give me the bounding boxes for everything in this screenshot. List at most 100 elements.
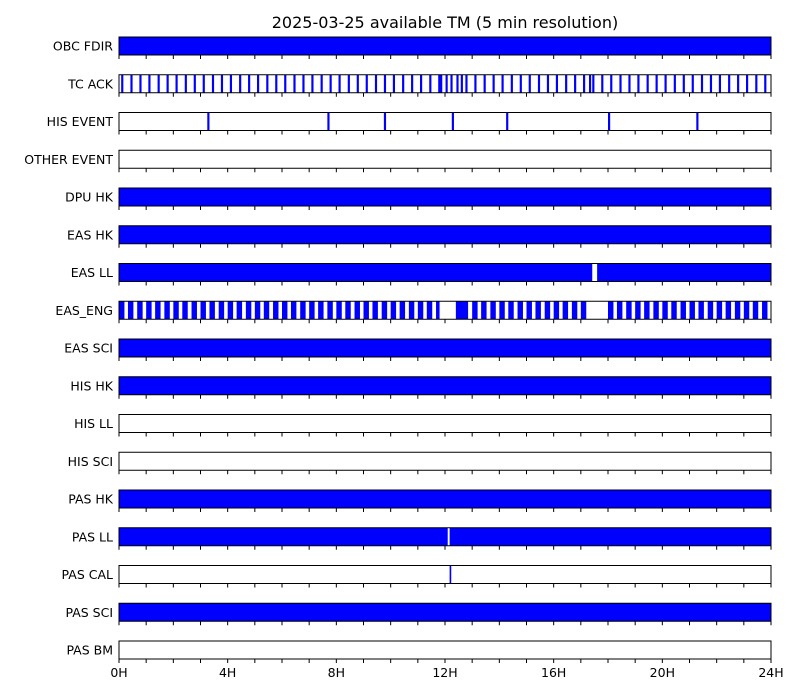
availability-segment	[580, 301, 587, 320]
row-label: DPU HK	[65, 190, 114, 205]
availability-segment	[465, 74, 468, 93]
row-background	[119, 414, 771, 433]
availability-segment	[130, 74, 133, 93]
availability-segment	[519, 74, 522, 93]
availability-segment	[696, 112, 699, 131]
row-pas-hk: PAS HK	[68, 489, 772, 512]
availability-segment	[254, 301, 261, 320]
row-label: PAS CAL	[62, 567, 113, 582]
availability-segment	[562, 301, 569, 320]
availability-segment	[218, 301, 225, 320]
row-other-event: OTHER EVENT	[24, 149, 772, 173]
availability-segment	[399, 301, 406, 320]
availability-segment	[290, 301, 297, 320]
availability-segment	[119, 225, 771, 244]
availability-segment	[209, 301, 215, 320]
availability-segment	[356, 74, 359, 93]
availability-segment	[583, 74, 586, 93]
row-label: HIS LL	[74, 416, 113, 431]
availability-segment	[610, 74, 613, 93]
availability-segment	[574, 74, 577, 93]
row-obc-fdir: OBC FDIR	[53, 36, 772, 59]
row-eas-hk: EAS HK	[67, 225, 772, 248]
availability-segment	[601, 74, 604, 93]
availability-segment	[383, 112, 387, 131]
availability-segment	[173, 301, 179, 320]
availability-segment	[354, 301, 360, 320]
availability-segment	[119, 376, 771, 395]
availability-segment	[311, 74, 314, 93]
availability-segment	[752, 301, 759, 320]
availability-segment	[546, 74, 550, 93]
x-tick-label: 24H	[758, 665, 783, 680]
availability-segment	[526, 301, 532, 320]
availability-segment	[420, 74, 423, 93]
availability-segment	[157, 74, 160, 93]
availability-segment	[119, 188, 771, 206]
availability-segment	[689, 301, 695, 320]
availability-segment	[499, 301, 505, 320]
availability-segment	[374, 74, 378, 93]
row-his-sci: HIS SCI	[68, 451, 772, 475]
availability-segment	[436, 301, 440, 320]
availability-segment	[451, 112, 454, 131]
availability-segment	[338, 74, 341, 93]
availability-segment	[664, 74, 667, 93]
availability-segment	[318, 301, 324, 320]
row-background	[119, 565, 771, 584]
availability-segment	[229, 74, 233, 93]
availability-segment	[191, 301, 197, 320]
row-eas-ll: EAS LL	[71, 263, 772, 286]
availability-segment	[755, 74, 758, 93]
availability-segment	[680, 301, 686, 320]
availability-segment	[417, 301, 424, 320]
availability-segment	[119, 339, 771, 357]
availability-segment	[257, 74, 260, 93]
row-background	[119, 452, 771, 471]
availability-segment	[709, 74, 713, 93]
row-his-ll: HIS LL	[74, 414, 772, 437]
availability-segment	[762, 301, 768, 320]
availability-segment	[426, 301, 433, 320]
availability-segment	[517, 301, 523, 320]
row-label: TC ACK	[67, 76, 114, 91]
row-label: OTHER EVENT	[24, 152, 113, 167]
availability-segment	[155, 301, 161, 320]
availability-segment	[182, 301, 188, 320]
availability-segment	[139, 74, 142, 93]
row-background	[119, 112, 771, 131]
availability-segment	[619, 74, 622, 93]
x-tick-label: 12H	[432, 665, 457, 680]
availability-segment	[327, 301, 333, 320]
row-background	[119, 150, 771, 169]
availability-segment	[698, 301, 704, 320]
availability-segment	[616, 301, 623, 320]
availability-segment	[455, 301, 469, 320]
availability-segment	[121, 74, 124, 93]
availability-segment	[510, 74, 513, 93]
availability-segment	[146, 301, 152, 320]
row-label: EAS SCI	[64, 341, 113, 356]
row-eas-sci: EAS SCI	[64, 338, 772, 361]
availability-segment	[718, 74, 722, 93]
availability-segment	[673, 74, 676, 93]
availability-segment	[200, 301, 206, 320]
availability-segment	[148, 74, 151, 93]
availability-segment	[734, 301, 741, 320]
availability-segment	[392, 74, 396, 93]
availability-segment	[635, 301, 641, 320]
availability-segment	[438, 74, 443, 93]
availability-segment	[329, 74, 332, 93]
availability-segment	[248, 74, 251, 93]
availability-segment	[166, 74, 169, 93]
row-background	[119, 74, 771, 93]
availability-segment	[682, 74, 685, 93]
x-tick-label: 16H	[541, 665, 566, 680]
availability-segment	[535, 301, 541, 320]
availability-segment	[628, 74, 631, 93]
row-label: HIS EVENT	[47, 114, 114, 129]
availability-segment	[481, 301, 487, 320]
availability-segment	[725, 301, 732, 320]
availability-segment	[119, 490, 771, 508]
availability-segment	[553, 301, 560, 320]
